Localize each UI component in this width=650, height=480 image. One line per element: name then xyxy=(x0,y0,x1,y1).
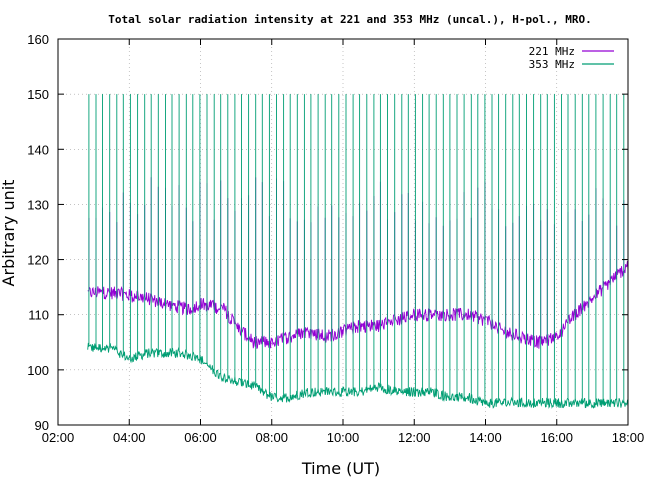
y-tick-label: 100 xyxy=(27,363,49,378)
x-tick-label: 10:00 xyxy=(327,430,360,445)
chart-title: Total solar radiation intensity at 221 a… xyxy=(108,13,591,26)
x-tick-label: 06:00 xyxy=(184,430,217,445)
x-tick-label: 14:00 xyxy=(469,430,502,445)
y-tick-label: 150 xyxy=(27,87,49,102)
tick-layer: 90 100 110 120 130 140 150 160 02:00 04:00 06:00 08… xyxy=(27,32,644,445)
x-tick-label: 04:00 xyxy=(113,430,146,445)
x-axis-label: Time (UT) xyxy=(301,459,380,478)
y-tick-label: 130 xyxy=(27,197,49,212)
y-tick-label: 110 xyxy=(28,308,49,323)
y-tick-label: 90 xyxy=(35,418,49,433)
grid-layer xyxy=(58,39,628,425)
legend-label-353: 353 MHz xyxy=(529,58,575,71)
y-axis-label: Arbitrary unit xyxy=(0,180,18,287)
series-line-221-mhz xyxy=(87,177,629,349)
legend-label-221: 221 MHz xyxy=(529,45,575,58)
x-tick-label: 08:00 xyxy=(255,430,288,445)
series-line-353-mhz xyxy=(87,94,629,409)
x-tick-label: 02:00 xyxy=(42,430,75,445)
series-layer xyxy=(87,94,629,409)
y-tick-label: 120 xyxy=(27,253,49,268)
x-tick-label: 12:00 xyxy=(398,430,431,445)
y-tick-label: 140 xyxy=(27,142,49,157)
x-tick-label: 16:00 xyxy=(540,430,573,445)
y-tick-label: 160 xyxy=(27,32,49,47)
x-tick-label: 18:00 xyxy=(612,430,645,445)
legend: 221 MHz 353 MHz xyxy=(529,45,614,71)
